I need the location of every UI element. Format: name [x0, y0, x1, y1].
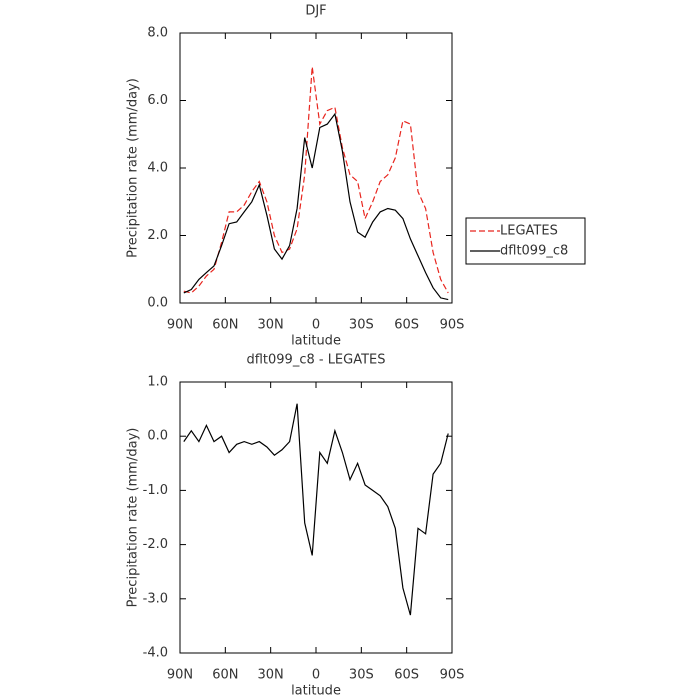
data-line — [183, 66, 449, 294]
legend-label: dflt099_c8 — [500, 244, 568, 259]
chart-title: DJF — [305, 4, 326, 19]
x-tick-label: 60N — [212, 668, 238, 683]
chart: dflt099_c8 - LEGATES 90N 60N 30N 0 30S 60S 90S 1… — [126, 353, 465, 699]
x-tick-label: 90S — [440, 668, 465, 683]
y-axis-label: Precipitation rate (mm/day) — [126, 78, 141, 258]
x-tick-label: 30N — [258, 668, 284, 683]
x-tick-label: 30S — [349, 668, 374, 683]
x-tick-label: 90N — [167, 318, 193, 333]
x-tick-label: 90S — [440, 318, 465, 333]
x-tick-label: 90N — [167, 668, 193, 683]
y-tick-label: 0.0 — [147, 429, 168, 444]
data-line — [183, 403, 449, 616]
y-tick-label: 1.0 — [147, 375, 168, 390]
x-tick-label: 60S — [394, 668, 419, 683]
data-line — [183, 112, 449, 301]
y-tick-label: -1.0 — [143, 483, 168, 498]
x-tick-label: 0 — [312, 318, 320, 333]
chart: DJF 90N 60N 30N 0 30S 60S 90S 0.0 2.0 4.0 6.0 8.0 lat… — [126, 4, 586, 349]
y-axis-label: Precipitation rate (mm/day) — [126, 428, 141, 608]
legend-box — [465, 217, 586, 265]
x-tick-label: 60N — [212, 318, 238, 333]
legend-label: LEGATES — [500, 224, 558, 239]
x-axis-label: latitude — [291, 684, 341, 699]
y-tick-label: 0.0 — [147, 296, 168, 311]
y-tick-label: 2.0 — [147, 228, 168, 243]
y-tick-label: 4.0 — [147, 161, 168, 176]
x-tick-label: 30N — [258, 318, 284, 333]
y-tick-label: -4.0 — [143, 646, 168, 661]
plot-frame — [179, 32, 453, 304]
x-axis-label: latitude — [291, 334, 341, 349]
y-tick-label: -2.0 — [143, 537, 168, 552]
x-tick-label: 30S — [349, 318, 374, 333]
y-tick-label: 8.0 — [147, 26, 168, 41]
y-tick-label: -3.0 — [143, 591, 168, 606]
chart-title: dflt099_c8 - LEGATES — [246, 353, 385, 368]
y-tick-label: 6.0 — [147, 93, 168, 108]
x-tick-label: 60S — [394, 318, 419, 333]
x-tick-label: 0 — [312, 668, 320, 683]
